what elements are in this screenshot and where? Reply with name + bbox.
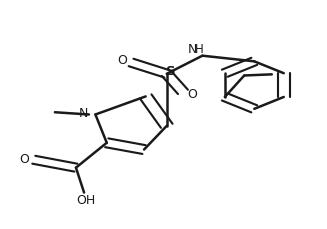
Text: S: S [166, 65, 176, 79]
Text: O: O [187, 88, 197, 101]
Text: N: N [78, 107, 88, 120]
Text: O: O [117, 54, 127, 67]
Text: O: O [19, 153, 29, 166]
Text: H: H [195, 43, 203, 56]
Text: OH: OH [76, 194, 95, 207]
Text: N: N [187, 43, 197, 56]
